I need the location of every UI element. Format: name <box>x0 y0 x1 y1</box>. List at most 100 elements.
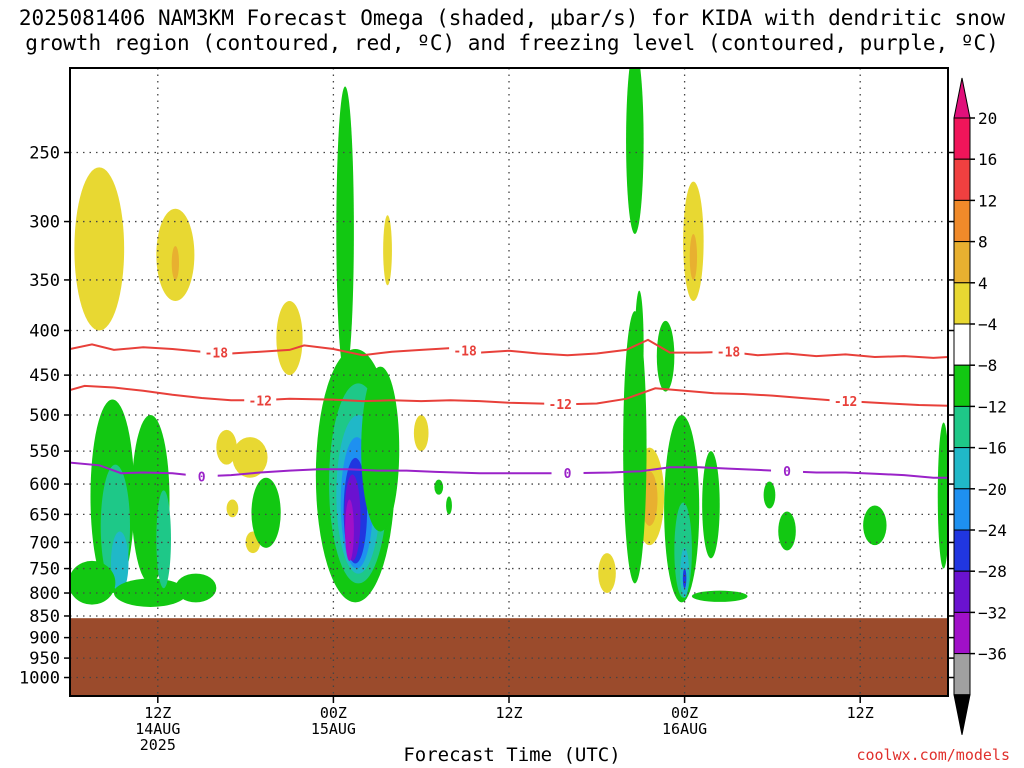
colorbar-label: −8 <box>978 356 997 375</box>
colorbar-swatch <box>953 653 971 696</box>
omega-region-4 <box>226 499 239 518</box>
contour-label: 0 <box>564 467 572 482</box>
colorbar-swatch <box>953 611 971 655</box>
y-tick-label: 550 <box>29 442 60 462</box>
colorbar-swatch <box>953 199 971 243</box>
y-tick-label: 250 <box>29 144 60 164</box>
colorbar-swatch <box>953 405 971 449</box>
omega-region-48 <box>937 422 948 569</box>
contour-label: -12 <box>248 394 271 409</box>
plot-area: -18 -18 -18 -12 -12 -12 0 0 0 <box>70 68 948 696</box>
x-tick-label: 14AUG <box>135 720 180 738</box>
contour-label: 0 <box>198 470 206 485</box>
y-tick-label: 300 <box>29 213 60 233</box>
omega-region-8 <box>383 215 392 286</box>
omega-region-0 <box>74 167 125 331</box>
omega-region-14 <box>598 553 616 594</box>
omega-region-17 <box>110 531 129 594</box>
omega-region-35 <box>626 68 644 234</box>
contour-label-bg <box>244 393 277 408</box>
colorbar: 20 16 12 8 4 −4 −8 −12 −16 −20 −24 −28 −32 −36 <box>953 77 1007 735</box>
contour-label-bg <box>185 469 218 484</box>
y-tick-label: 500 <box>29 406 60 426</box>
contour-label-bg <box>449 343 482 358</box>
omega-region-13 <box>689 233 698 280</box>
contour-label-bg <box>544 397 577 412</box>
y-tick-label: 700 <box>29 533 60 553</box>
colorbar-swatch <box>953 447 971 490</box>
colorbar-bottom-arrow <box>953 694 971 735</box>
y-tick-label: 950 <box>29 649 60 669</box>
colorbar-label: −32 <box>978 603 1007 622</box>
contour-label-bg <box>551 466 584 481</box>
colorbar-swatch <box>953 364 971 407</box>
omega-region-47 <box>863 505 887 546</box>
colorbar-top-arrow <box>953 77 971 119</box>
omega-region-37 <box>634 290 644 400</box>
omega-region-22 <box>251 477 281 548</box>
x-tick-label: 15AUG <box>311 720 356 738</box>
x-tick-label: 2025 <box>140 736 176 754</box>
omega-region-24 <box>336 86 354 376</box>
chart-title-line2: growth region (contoured, red, ºC) and f… <box>25 31 999 55</box>
contour-label-bg <box>771 464 804 479</box>
colorbar-label: −16 <box>978 439 1007 458</box>
ground-shading <box>70 618 948 696</box>
colorbar-swatch <box>953 241 971 284</box>
y-tick-label: 850 <box>29 607 60 627</box>
omega-region-42 <box>682 568 687 589</box>
contour-line-neg12 <box>70 384 948 407</box>
colorbar-swatch <box>953 323 971 366</box>
omega-region-46 <box>778 511 796 551</box>
contour-label-bg <box>829 394 862 409</box>
colorbar-label: −36 <box>978 645 1007 664</box>
colorbar-swatch <box>953 282 971 325</box>
omega-region-38 <box>656 320 675 392</box>
colorbar-label: 8 <box>978 233 988 252</box>
contour-label-bg <box>712 344 745 359</box>
omega-region-23 <box>175 573 217 603</box>
colorbar-swatch <box>953 570 971 613</box>
omega-region-3 <box>216 429 237 465</box>
credit-link[interactable]: coolwx.com/models <box>856 746 1010 764</box>
omega-region-31 <box>345 499 354 561</box>
chart-title-line1: 2025081406 NAM3KM Forecast Omega (shaded… <box>18 6 1006 30</box>
colorbar-label: −20 <box>978 480 1007 499</box>
x-tick-label: 16AUG <box>662 720 707 738</box>
omega-region-34 <box>446 496 452 515</box>
omega-region-43 <box>702 451 720 559</box>
omega-region-9 <box>413 415 429 452</box>
omega-region-18 <box>70 560 116 605</box>
y-tick-label: 1000 <box>19 669 60 689</box>
colorbar-label: 20 <box>978 109 997 128</box>
colorbar-swatch <box>953 529 971 572</box>
colorbar-label: −28 <box>978 562 1007 581</box>
contour-label: -18 <box>205 347 229 362</box>
colorbar-swatch <box>953 117 971 160</box>
colorbar-label: 12 <box>978 191 997 210</box>
contour-label: -18 <box>717 346 741 361</box>
omega-region-7 <box>276 300 303 376</box>
x-tick-label: 00Z <box>320 704 347 722</box>
omega-region-19 <box>113 578 188 607</box>
colorbar-swatch <box>953 158 971 201</box>
contour-label-bg <box>200 345 233 360</box>
contour-label: -18 <box>453 344 477 359</box>
x-tick-label: 12Z <box>847 704 874 722</box>
colorbar-label: 4 <box>978 274 988 293</box>
contour-label: -12 <box>834 395 857 410</box>
y-tick-label: 600 <box>29 475 60 495</box>
y-tick-label: 800 <box>29 584 60 604</box>
y-tick-label: 650 <box>29 505 60 525</box>
colorbar-swatch <box>953 488 971 531</box>
y-tick-label: 900 <box>29 629 60 649</box>
colorbar-label: −24 <box>978 521 1007 540</box>
contour-label: -12 <box>548 398 571 413</box>
y-tick-label: 400 <box>29 322 60 342</box>
contour-label: 0 <box>783 465 791 480</box>
colorbar-label: 16 <box>978 150 997 169</box>
omega-region-2 <box>171 245 180 280</box>
omega-region-45 <box>763 481 776 509</box>
omega-region-44 <box>691 590 748 602</box>
